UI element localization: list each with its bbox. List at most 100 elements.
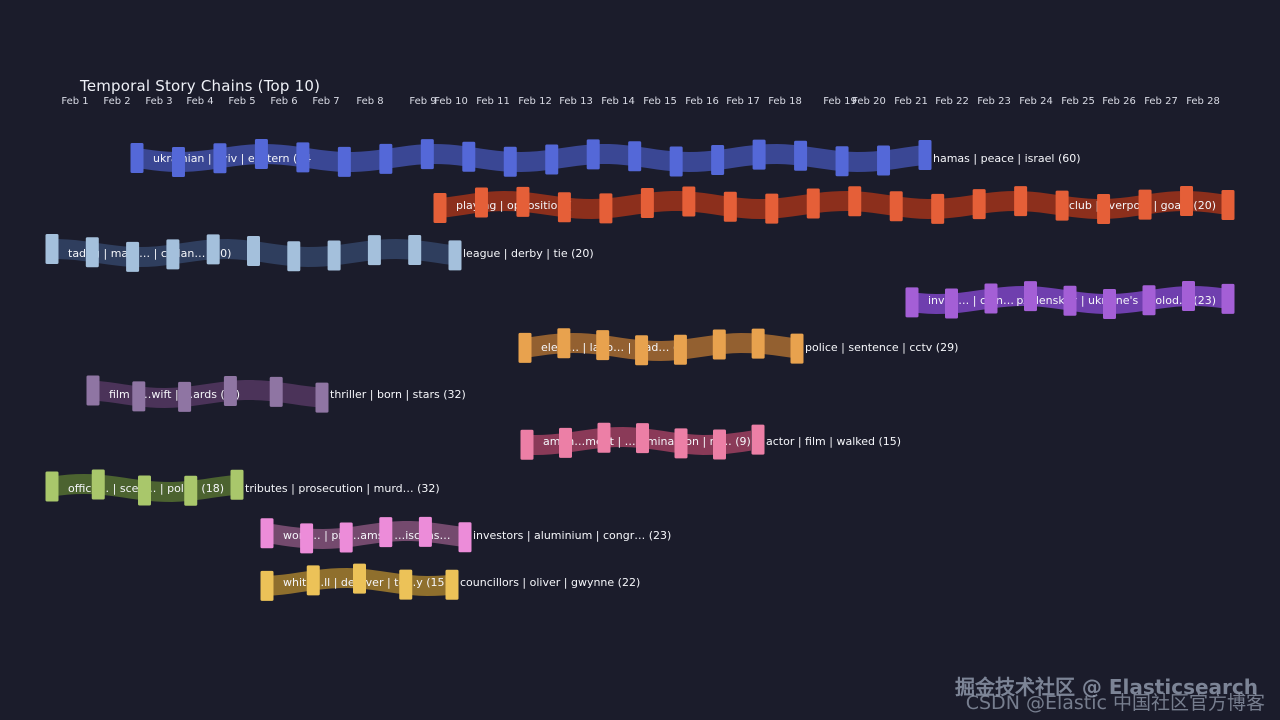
chain-ribbon[interactable] (93, 380, 317, 408)
chain-bar[interactable] (713, 429, 726, 460)
chain-bar[interactable] (223, 375, 237, 406)
chain-bar[interactable] (260, 570, 274, 601)
chain-bar[interactable] (905, 287, 919, 318)
chain-bar[interactable] (379, 517, 393, 548)
chain-bar[interactable] (254, 139, 268, 170)
chain-bar[interactable] (353, 563, 366, 594)
chain-bar[interactable] (408, 235, 422, 266)
chain-bar[interactable] (213, 143, 227, 174)
chain-bar[interactable] (206, 234, 220, 265)
chain-bar[interactable] (628, 141, 642, 172)
chain-ribbon[interactable] (440, 191, 1224, 219)
chain-bar[interactable] (516, 186, 530, 217)
chain-bar[interactable] (247, 236, 260, 267)
chain-bar[interactable] (1182, 281, 1195, 312)
chain-bar[interactable] (315, 382, 329, 413)
chain-bar[interactable] (545, 144, 559, 175)
chain-bar[interactable] (418, 516, 432, 547)
chain-bar[interactable] (1221, 283, 1235, 314)
chain-bar[interactable] (296, 142, 310, 173)
chain-bar[interactable] (45, 234, 59, 265)
chain-bar[interactable] (945, 288, 958, 319)
chain-bar[interactable] (669, 146, 683, 177)
chain-bar[interactable] (518, 332, 532, 363)
chain-bar[interactable] (1097, 193, 1111, 224)
chain-bar[interactable] (45, 471, 59, 502)
chain-bar[interactable] (520, 429, 534, 460)
chain-bar[interactable] (559, 427, 572, 458)
chain-bar[interactable] (132, 381, 146, 412)
chain-bar[interactable] (269, 376, 283, 407)
chain-bar[interactable] (300, 523, 314, 554)
chain-bar[interactable] (126, 241, 140, 272)
chain-bar[interactable] (557, 192, 571, 223)
chain-bar[interactable] (636, 423, 649, 454)
chain-bar[interactable] (723, 191, 737, 222)
chain-bar[interactable] (596, 330, 610, 361)
chain-bar[interactable] (752, 139, 766, 170)
chain-bar[interactable] (557, 328, 571, 359)
chain-bar[interactable] (972, 189, 986, 220)
chain-bar[interactable] (794, 140, 808, 171)
chain-bar[interactable] (337, 146, 351, 177)
chain-bar[interactable] (806, 188, 820, 219)
chain-bar[interactable] (184, 475, 198, 506)
chain-bar[interactable] (339, 522, 353, 553)
chain-bar[interactable] (712, 329, 726, 360)
chain-bar[interactable] (597, 422, 611, 453)
chain-bar[interactable] (673, 334, 687, 365)
chain-bar[interactable] (848, 186, 862, 217)
chain-bar[interactable] (367, 235, 381, 266)
chain-bar[interactable] (674, 428, 688, 459)
chain-bar[interactable] (462, 141, 476, 172)
chain-ribbon[interactable] (137, 144, 921, 172)
chain-bar[interactable] (166, 239, 180, 270)
chain-bar[interactable] (711, 145, 725, 176)
chain-bar[interactable] (399, 569, 413, 600)
chain-bar[interactable] (918, 139, 932, 170)
chain-bar[interactable] (1103, 288, 1116, 319)
chain-bar[interactable] (599, 193, 613, 224)
chain-bar[interactable] (379, 143, 393, 174)
chain-bar[interactable] (230, 469, 244, 500)
chain-bar[interactable] (448, 240, 462, 271)
chain-ribbon[interactable] (267, 521, 459, 549)
chain-bar[interactable] (474, 187, 488, 218)
chain-bar[interactable] (1063, 285, 1077, 316)
chain-bar[interactable] (640, 187, 654, 218)
chain-ribbon[interactable] (525, 333, 797, 361)
chain-bar[interactable] (178, 381, 192, 412)
chain-bar[interactable] (635, 335, 649, 366)
chain-bar[interactable] (931, 193, 945, 224)
chain-bar[interactable] (751, 424, 765, 455)
chain-bar[interactable] (1221, 190, 1235, 221)
chain-bar[interactable] (1142, 285, 1156, 316)
chain-bar[interactable] (889, 191, 903, 222)
chain-bar[interactable] (1180, 186, 1194, 217)
chain-bar[interactable] (260, 518, 274, 549)
chain-bar[interactable] (835, 146, 849, 177)
chain-bar[interactable] (130, 143, 144, 173)
chain-bar[interactable] (85, 237, 99, 268)
chain-bar[interactable] (138, 475, 151, 506)
chain-bar[interactable] (458, 522, 472, 553)
chain-bar[interactable] (327, 240, 341, 271)
chain-bar[interactable] (765, 193, 779, 224)
chain-bar[interactable] (287, 241, 301, 272)
chain-bar[interactable] (503, 146, 517, 177)
chain-bar[interactable] (586, 139, 600, 170)
chain-bar[interactable] (306, 565, 320, 596)
chain-bar[interactable] (751, 328, 765, 359)
chain-bar[interactable] (171, 146, 185, 177)
chain-bar[interactable] (682, 186, 696, 217)
chain-bar[interactable] (433, 192, 447, 223)
chain-bar[interactable] (1055, 190, 1069, 221)
chain-bar[interactable] (1014, 186, 1028, 217)
chain-bar[interactable] (877, 145, 891, 176)
chain-bar[interactable] (86, 375, 100, 406)
chain-bar[interactable] (984, 283, 998, 314)
chain-bar[interactable] (420, 139, 434, 170)
chain-bar[interactable] (445, 569, 459, 600)
chain-bar[interactable] (91, 469, 105, 500)
chain-bar[interactable] (1138, 189, 1152, 220)
